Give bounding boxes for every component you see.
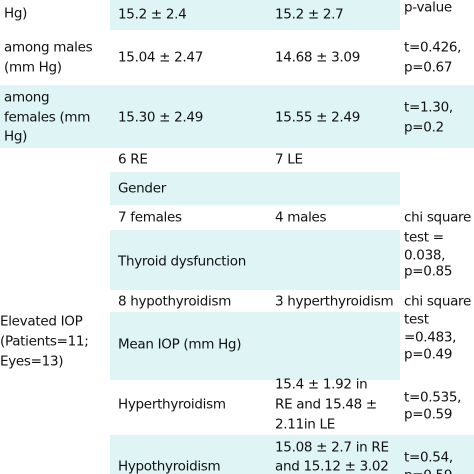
row-background [0, 85, 474, 148]
cell-text: RE and 15.48 ± [275, 396, 377, 413]
cell-text: p-value [404, 0, 452, 16]
cell-text: t=0.426, [404, 39, 462, 56]
cell-text: 3 hyperthyroidism [275, 293, 394, 310]
cell-text: Elevated IOP [0, 313, 83, 330]
cell-text: (Patients=11; [0, 333, 89, 350]
row-background [110, 172, 400, 205]
cell-text: 4 males [275, 209, 327, 226]
cell-text: Hg) [4, 128, 28, 145]
cell-text: Hyperthyroidism [118, 396, 226, 413]
cell-text: test = [404, 229, 444, 246]
cell-text: chi square [404, 293, 472, 310]
cell-text: Thyroid dysfunction [118, 253, 246, 270]
cell-text: p=0.85 [404, 263, 453, 280]
cell-text: 15.4 ± 1.92 in [275, 376, 368, 393]
cell-text: 0.038, [404, 247, 446, 264]
cell-text: among males [4, 39, 93, 56]
row-background [110, 435, 474, 474]
cell-text: Eyes=13) [0, 353, 64, 370]
row-background [110, 230, 400, 290]
cell-text: 15.04 ± 2.47 [118, 49, 204, 66]
cell-text: 15.2 ± 2.7 [275, 6, 344, 23]
row-background [110, 312, 400, 380]
cell-text: 14.68 ± 3.09 [275, 49, 361, 66]
cell-text: chi square [404, 209, 472, 226]
cell-text: p=0.59 [404, 469, 452, 474]
cell-text: 15.30 ± 2.49 [118, 109, 204, 126]
cell-text: p=0.49 [404, 346, 453, 363]
cell-text: 15.2 ± 2.4 [118, 6, 187, 23]
cell-text: and 15.12 ± 3.02 [275, 458, 389, 474]
cell-text: t=1.30, [404, 99, 453, 116]
cell-text: among [4, 89, 50, 106]
cell-text: Gender [118, 180, 166, 197]
cell-text: (mm Hg) [4, 59, 62, 76]
cell-text: Mean IOP (mm Hg) [118, 336, 242, 353]
cell-text: 2.11in LE [275, 416, 336, 433]
cell-text: 15.08 ± 2.7 in RE [275, 439, 389, 456]
cell-text: p=0.59 [404, 406, 453, 423]
cell-text: 6 RE [118, 151, 148, 168]
cell-text: t=0.54, [404, 449, 453, 466]
cell-text: Hg) [4, 5, 28, 22]
cell-text: Hypothyroidism [118, 458, 221, 474]
cell-text: p=0.67 [404, 59, 453, 76]
cell-text: p=0.2 [404, 119, 444, 136]
row-background [110, 0, 400, 30]
cell-text: =0.483, [404, 329, 457, 346]
cell-text: 7 LE [275, 151, 303, 168]
cell-text: 15.55 ± 2.49 [275, 109, 361, 126]
cell-text: test [404, 311, 429, 328]
cell-text: 7 females [118, 209, 182, 226]
cell-text: 8 hypothyroidism [118, 293, 232, 310]
cell-text: females (mm [4, 109, 91, 126]
cell-text: t=0.535, [404, 389, 462, 406]
